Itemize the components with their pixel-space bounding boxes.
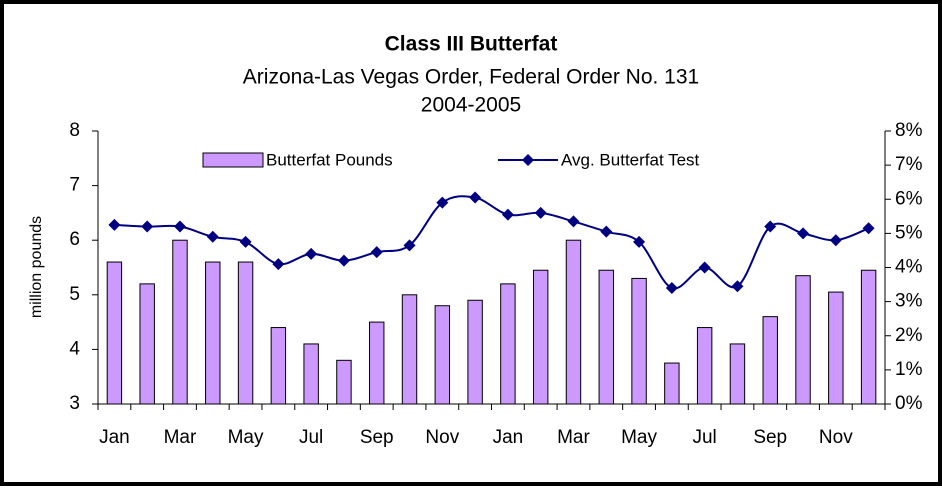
y2-tick-label: 2% <box>895 325 923 346</box>
marker <box>141 220 154 233</box>
x-tick-label: Nov <box>425 427 459 448</box>
marker <box>567 215 580 228</box>
bar <box>565 239 582 405</box>
bar <box>631 277 647 405</box>
x-tick-label: Jan <box>99 427 130 448</box>
marker <box>370 246 383 259</box>
x-tick-label: Jul <box>692 427 716 448</box>
x-tick-label: Sep <box>753 427 787 448</box>
y-tick-label: 8 <box>69 120 80 141</box>
x-tick-label: May <box>621 427 657 448</box>
bar <box>434 305 451 405</box>
chart-subtitle: Arizona-Las Vegas Order, Federal Order N… <box>243 66 699 89</box>
bar <box>729 343 746 405</box>
bar <box>532 269 549 405</box>
y2-tick-label: 0% <box>895 393 923 414</box>
marker <box>337 254 350 267</box>
marker <box>600 225 613 238</box>
marker <box>665 281 678 294</box>
y-tick-label: 7 <box>69 175 80 196</box>
x-tick-label: Jan <box>493 427 524 448</box>
y-tick-label: 3 <box>69 393 80 414</box>
y-tick-label: 6 <box>69 229 80 250</box>
marker <box>501 208 514 221</box>
marker <box>173 220 186 233</box>
y2-tick-label: 3% <box>895 291 923 312</box>
marker <box>764 220 777 233</box>
bar <box>598 269 614 405</box>
bar <box>401 294 418 405</box>
y2-tick-label: 7% <box>895 154 923 175</box>
marker <box>436 196 449 209</box>
marker <box>633 235 646 248</box>
y2-tick-label: 1% <box>895 359 923 380</box>
bar <box>828 291 844 405</box>
bar <box>139 283 155 405</box>
marker <box>469 191 482 204</box>
marker <box>108 218 121 231</box>
chart-subtitle: 2004-2005 <box>421 94 521 117</box>
bar <box>860 269 877 405</box>
bar <box>696 327 713 405</box>
bar <box>762 316 778 405</box>
y2-tick-label: 6% <box>895 188 923 209</box>
bar <box>205 261 221 405</box>
marker <box>829 234 842 247</box>
bar <box>795 275 811 405</box>
marker <box>403 239 416 252</box>
marker <box>206 230 219 243</box>
x-tick-label: Jul <box>299 427 323 448</box>
x-tick-label: Mar <box>164 427 197 448</box>
marker <box>862 222 875 235</box>
marker <box>534 206 547 219</box>
y-tick-label: 4 <box>69 338 80 359</box>
x-tick-label: Sep <box>360 427 394 448</box>
bar <box>270 327 287 405</box>
x-tick-label: Mar <box>557 427 590 448</box>
bar <box>369 321 385 405</box>
marker <box>698 261 711 274</box>
bar <box>467 299 483 405</box>
legend-label: Avg. Butterfat Test <box>561 150 700 169</box>
y2-tick-label: 5% <box>895 222 923 243</box>
marker <box>731 280 744 293</box>
x-tick-label: Nov <box>819 427 853 448</box>
bar <box>500 283 516 405</box>
legend-swatch <box>202 152 264 168</box>
legend-marker <box>522 154 534 166</box>
bar <box>303 343 319 405</box>
bar <box>237 261 254 405</box>
marker <box>305 247 318 260</box>
bar <box>106 261 123 405</box>
marker <box>239 235 252 248</box>
x-tick-label: May <box>228 427 264 448</box>
marker <box>272 258 285 271</box>
bar <box>172 239 188 405</box>
marker <box>797 227 810 240</box>
y-axis-label: million pounds <box>28 216 45 318</box>
y-tick-label: 5 <box>69 284 80 305</box>
y2-tick-label: 8% <box>895 120 923 141</box>
chart-title: Class III Butterfat <box>385 33 558 56</box>
legend-label: Butterfat Pounds <box>266 150 393 169</box>
bar <box>336 359 352 405</box>
y2-tick-label: 4% <box>895 257 923 278</box>
bar <box>664 362 680 405</box>
